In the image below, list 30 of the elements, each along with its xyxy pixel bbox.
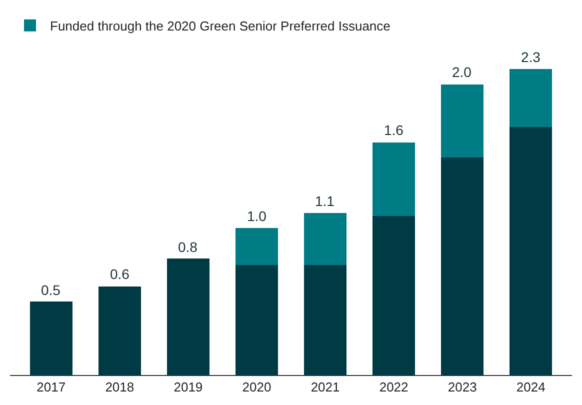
bar xyxy=(510,127,552,375)
annotation: 1.6 xyxy=(384,122,404,138)
bar xyxy=(30,302,72,375)
x-tick-label: 2024 xyxy=(516,380,546,395)
annotation: 2.3 xyxy=(521,49,541,65)
annotation: 0.8 xyxy=(178,239,198,255)
bar xyxy=(304,264,347,375)
bar xyxy=(372,142,416,216)
x-tick-label: 2022 xyxy=(379,380,408,395)
annotation: 0.5 xyxy=(41,282,61,298)
x-tick-label: 2019 xyxy=(174,380,203,395)
x-tick-label: 2018 xyxy=(105,380,134,395)
bar xyxy=(166,258,210,375)
x-tick-label: 2017 xyxy=(36,380,66,395)
bar xyxy=(98,286,141,375)
bar xyxy=(441,158,484,375)
bar xyxy=(441,84,484,158)
bar xyxy=(235,228,278,265)
legend-label: Funded through the 2020 Green Senior Preferred Issuance xyxy=(50,18,390,34)
bar xyxy=(372,216,416,375)
x-tick-label: 2023 xyxy=(448,380,477,395)
annotation: 0.6 xyxy=(110,266,130,282)
x-tick-label: 2021 xyxy=(310,380,340,395)
bar xyxy=(235,264,278,375)
bar xyxy=(304,212,347,265)
bar xyxy=(510,69,552,128)
annotation: 2.0 xyxy=(452,64,472,80)
annotation: 1.0 xyxy=(247,208,267,224)
x-tick-label: 2020 xyxy=(242,380,272,395)
annotation: 1.1 xyxy=(315,193,335,209)
